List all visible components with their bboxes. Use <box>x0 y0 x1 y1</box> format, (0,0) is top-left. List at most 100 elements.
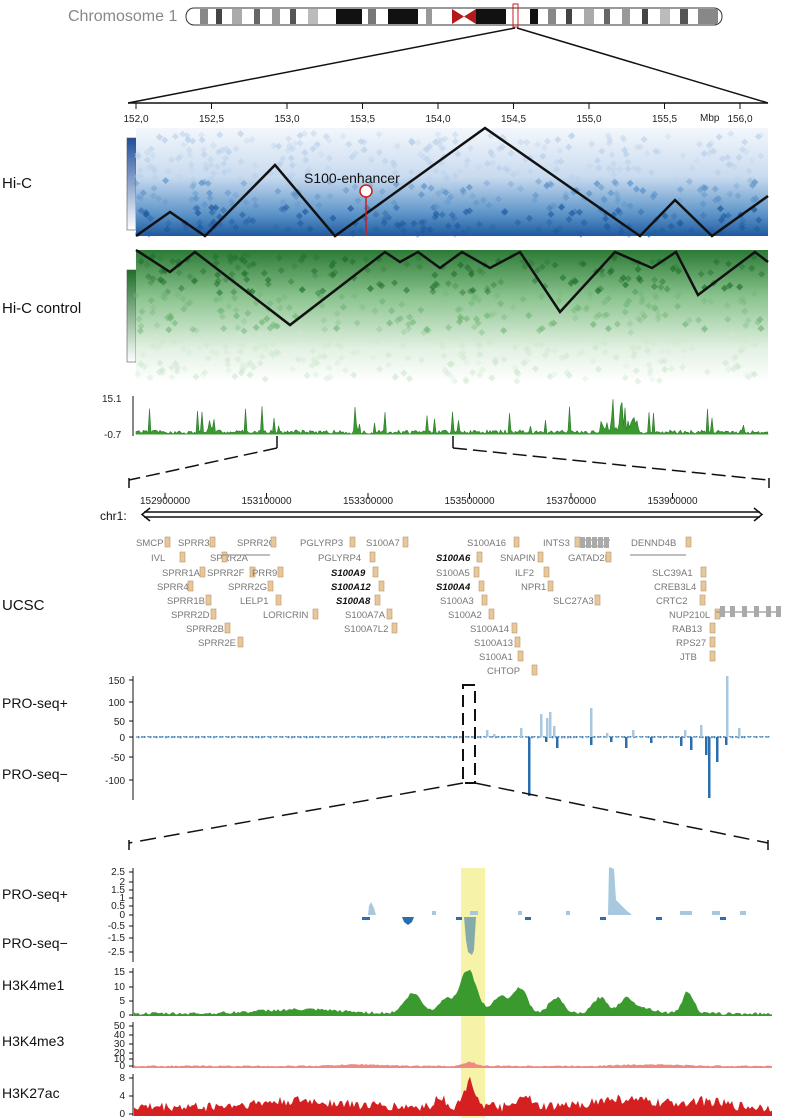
pro-bar-minus <box>690 737 693 750</box>
pro-bar <box>573 736 575 739</box>
pro-bar <box>255 736 257 738</box>
pro-bar <box>141 736 143 738</box>
pro-bar <box>324 736 326 738</box>
gene-label: S100A16 <box>467 538 506 549</box>
pro-bar <box>471 736 473 738</box>
pro-bar <box>747 736 749 738</box>
pro-axis-1-tick: 150 <box>108 676 125 687</box>
pro-bar <box>648 736 650 739</box>
h3k4me3-axis-tick: 0 <box>119 1061 125 1072</box>
pro-bar-minus <box>650 737 653 743</box>
pro-bar <box>444 736 446 739</box>
pro-bar <box>675 736 677 739</box>
pro-bar-minus <box>545 737 548 742</box>
gene-label: LELP1 <box>240 596 269 607</box>
h3k27ac-track <box>134 1076 772 1116</box>
pro-bar <box>714 736 716 739</box>
pro-bar <box>192 736 194 738</box>
hic-heatmap <box>132 126 769 239</box>
pro-bar <box>204 736 206 739</box>
gene-box <box>270 536 277 548</box>
pro-bar <box>294 736 296 738</box>
gene-label: SPRR3 <box>178 538 210 549</box>
pro-bar <box>354 736 356 738</box>
chr-axis: 152900000 153100000 153300000 153500000 1537… <box>140 493 698 507</box>
pro-bar <box>525 736 527 738</box>
pro-bar-plus <box>553 726 556 737</box>
pro-bar <box>438 736 440 739</box>
pro-bar <box>750 736 752 738</box>
h3k4me1-axis-tick: 5 <box>119 996 125 1007</box>
pro-bar <box>711 736 713 739</box>
top-axis-tick: 156,0 <box>727 114 752 125</box>
gene-label: SPRR1A <box>162 568 201 579</box>
axis-unit: Mbp <box>700 113 720 124</box>
pro-bar <box>159 736 161 738</box>
pro-bar <box>363 736 365 739</box>
gene-box <box>205 594 212 606</box>
gene-label: SPRR2F <box>207 568 245 579</box>
pro-bar <box>654 736 656 738</box>
gene-label: S100A7L2 <box>344 624 388 635</box>
gene-box <box>714 608 721 620</box>
pro-bar <box>738 736 740 739</box>
pro-bar <box>345 736 347 739</box>
pro-axis-2-tick: -2.5 <box>108 947 126 958</box>
gene-box <box>478 580 485 592</box>
pro-bar <box>657 736 659 738</box>
pro-bar <box>531 736 533 739</box>
pro-bar <box>201 736 203 738</box>
pro-bar <box>432 736 434 738</box>
pro-bar <box>225 736 227 738</box>
pro-seq-wide-bars <box>138 676 770 798</box>
pro-bar <box>477 736 479 739</box>
pro-bar <box>351 736 353 738</box>
pro-bar <box>174 736 176 738</box>
pro-bar <box>729 736 731 738</box>
pro-bar <box>273 736 275 738</box>
gene-exon <box>598 537 603 548</box>
pro-bar <box>465 736 467 738</box>
gene-box <box>179 551 186 563</box>
pro-bar <box>369 736 371 739</box>
pro-bar <box>705 736 707 738</box>
pro-bar-minus <box>556 737 559 748</box>
pro-bar <box>504 736 506 738</box>
gene-label: NUP210L <box>669 610 710 621</box>
chr-axis-tick: 153300000 <box>343 496 393 507</box>
pro-bar <box>246 736 248 738</box>
pro-bar <box>408 736 410 738</box>
pro-bar <box>636 736 638 738</box>
h3k4me1-axis-tick: 0 <box>119 1010 125 1021</box>
gene-label: SLC39A1 <box>652 568 693 579</box>
gene-box <box>237 636 244 648</box>
gene-label: JTB <box>680 652 697 663</box>
gene-label: PGLYRP4 <box>318 553 361 564</box>
pro-bar <box>288 736 290 739</box>
pro-bar <box>327 736 329 738</box>
gene-box <box>312 608 319 620</box>
pro-bar <box>234 736 236 738</box>
pro-bar <box>429 736 431 738</box>
pro-bar <box>687 736 689 738</box>
gene-exon <box>580 537 585 548</box>
gene-box <box>249 566 256 578</box>
pro-bar <box>468 736 470 738</box>
h3k4me3-axis-tick: 30 <box>114 1039 126 1050</box>
pro-bar <box>414 736 416 739</box>
track-label-hic: Hi-C <box>2 175 32 192</box>
gene-label: SPRR2E <box>198 638 236 649</box>
pro-bar <box>456 736 458 739</box>
pro-bar <box>576 736 578 739</box>
pro-bar <box>588 736 590 738</box>
track-label-hic-control: Hi-C control <box>2 300 81 317</box>
pro-bar <box>618 736 620 738</box>
pro-axis-1-tick: 100 <box>108 698 125 709</box>
pro-bar-minus <box>680 737 683 746</box>
pro-bar-plus <box>684 730 687 737</box>
gene-box <box>531 664 538 676</box>
gene-exon <box>586 537 591 548</box>
gene-box <box>547 580 554 592</box>
gene-label: PRR9 <box>252 568 277 579</box>
gene-label: S100A12 <box>331 582 371 593</box>
